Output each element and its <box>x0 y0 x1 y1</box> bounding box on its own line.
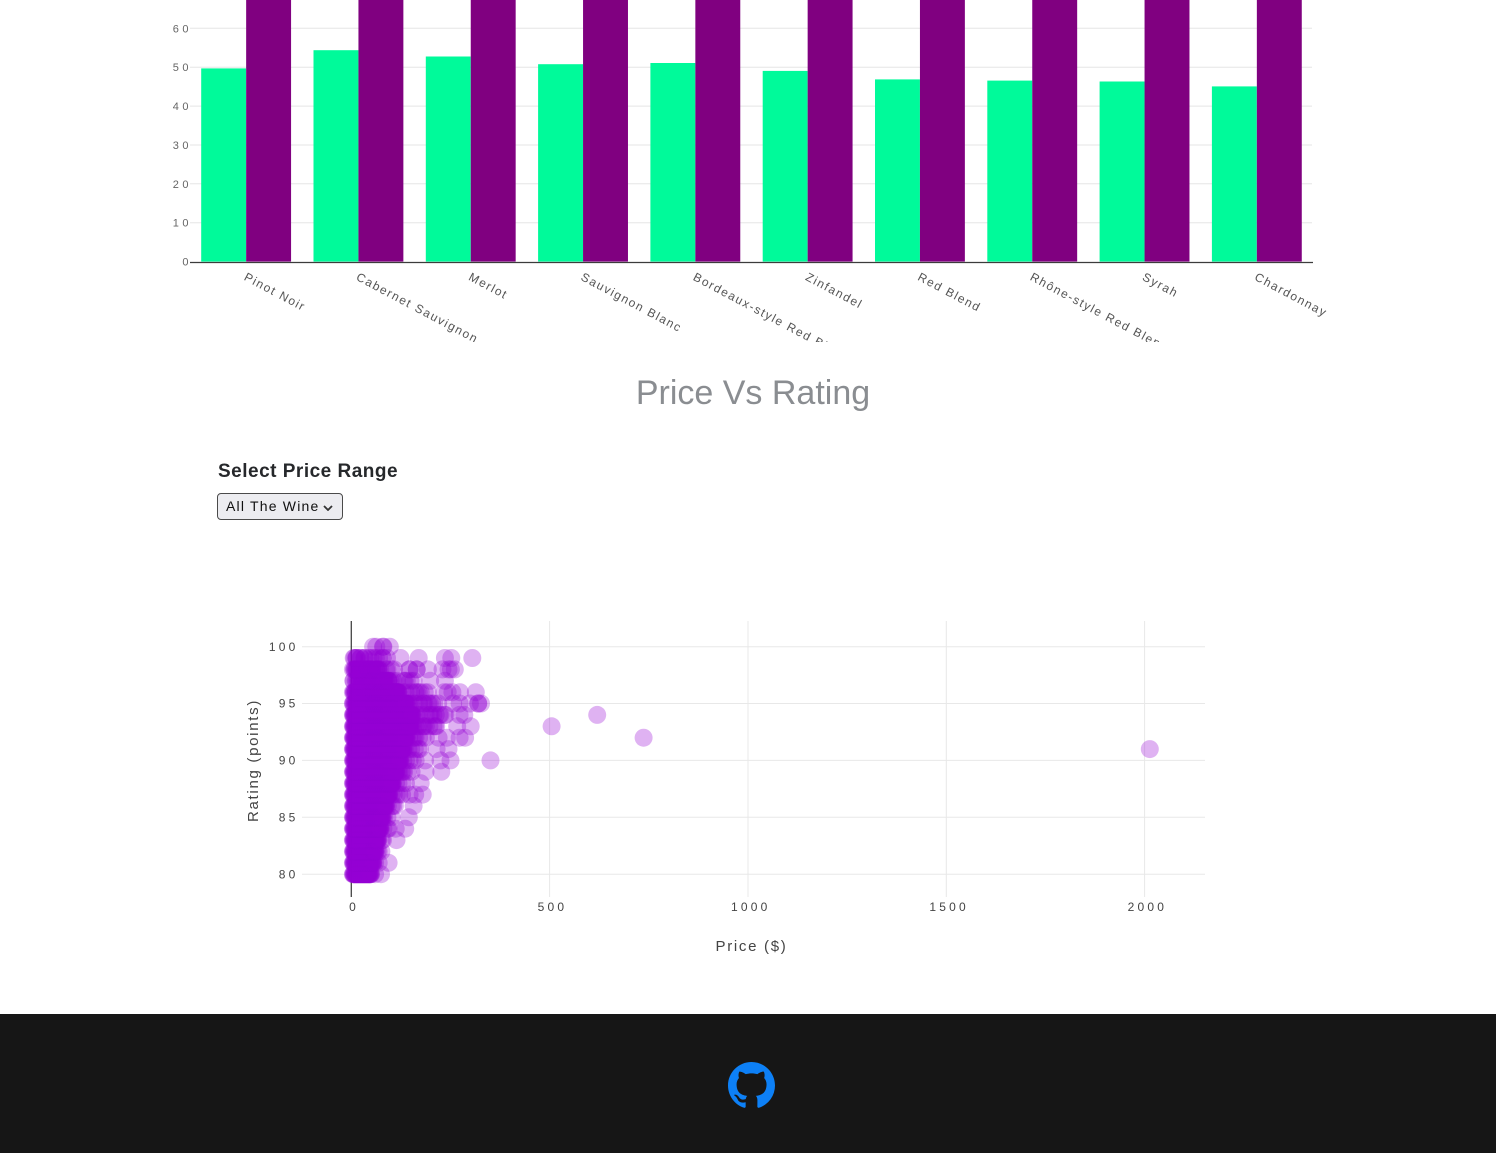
svg-text:20: 20 <box>173 179 192 191</box>
svg-text:50: 50 <box>173 62 192 74</box>
svg-text:80: 80 <box>279 867 299 881</box>
svg-text:Pinot Noir: Pinot Noir <box>242 270 308 314</box>
svg-text:Sauvignon Blanc: Sauvignon Blanc <box>579 270 685 335</box>
svg-text:Cabernet Sauvignon: Cabernet Sauvignon <box>354 270 481 346</box>
svg-text:40: 40 <box>173 101 192 113</box>
svg-text:30: 30 <box>173 140 192 152</box>
svg-text:1000: 1000 <box>731 900 771 914</box>
svg-text:Syrah: Syrah <box>1140 270 1181 301</box>
svg-text:0: 0 <box>182 257 192 269</box>
svg-text:95: 95 <box>279 697 299 711</box>
svg-text:60: 60 <box>173 23 192 35</box>
svg-text:1500: 1500 <box>929 900 969 914</box>
svg-text:Zinfandel: Zinfandel <box>803 270 865 312</box>
svg-text:2000: 2000 <box>1128 900 1168 914</box>
svg-text:10: 10 <box>173 218 192 230</box>
svg-text:Red Blend: Red Blend <box>915 270 983 315</box>
svg-text:Chardonnay: Chardonnay <box>1252 270 1330 320</box>
svg-text:90: 90 <box>279 754 299 768</box>
svg-text:500: 500 <box>538 900 568 914</box>
svg-text:Rating (points): Rating (points) <box>245 699 262 822</box>
svg-text:Merlot: Merlot <box>466 270 510 302</box>
svg-text:Price ($): Price ($) <box>716 938 788 955</box>
svg-text:85: 85 <box>279 811 299 825</box>
svg-text:100: 100 <box>269 640 299 654</box>
svg-text:0: 0 <box>349 900 359 914</box>
